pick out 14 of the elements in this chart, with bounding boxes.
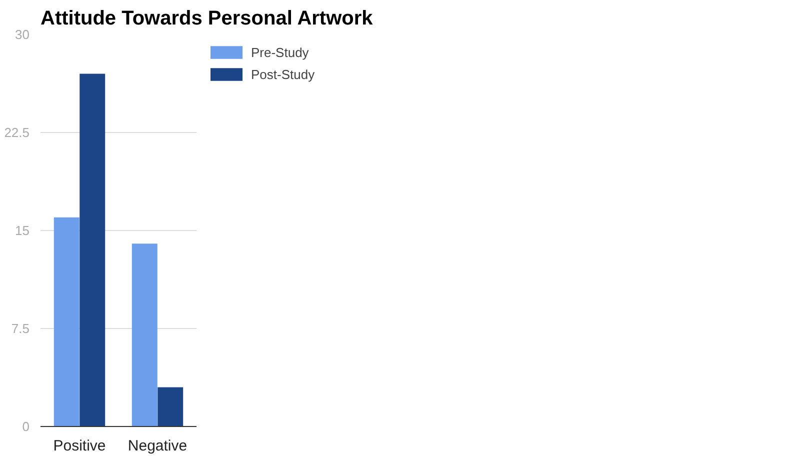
- legend-label: Post-Study: [251, 66, 315, 82]
- y-tick-label: 30: [15, 27, 30, 42]
- y-tick-label: 15: [15, 223, 30, 238]
- x-tick-label: Negative: [128, 438, 188, 454]
- bar: [158, 387, 184, 426]
- legend-label: Pre-Study: [251, 44, 309, 60]
- y-tick-label: 22.5: [4, 125, 30, 140]
- chart-title: Attitude Towards Personal Artwork: [40, 8, 374, 30]
- bar: [54, 217, 80, 426]
- y-tick-label: 0: [22, 419, 30, 434]
- bar: [132, 244, 158, 426]
- y-tick-label: 7.5: [11, 321, 30, 336]
- bar: [80, 74, 106, 426]
- x-tick-label: Positive: [53, 438, 106, 454]
